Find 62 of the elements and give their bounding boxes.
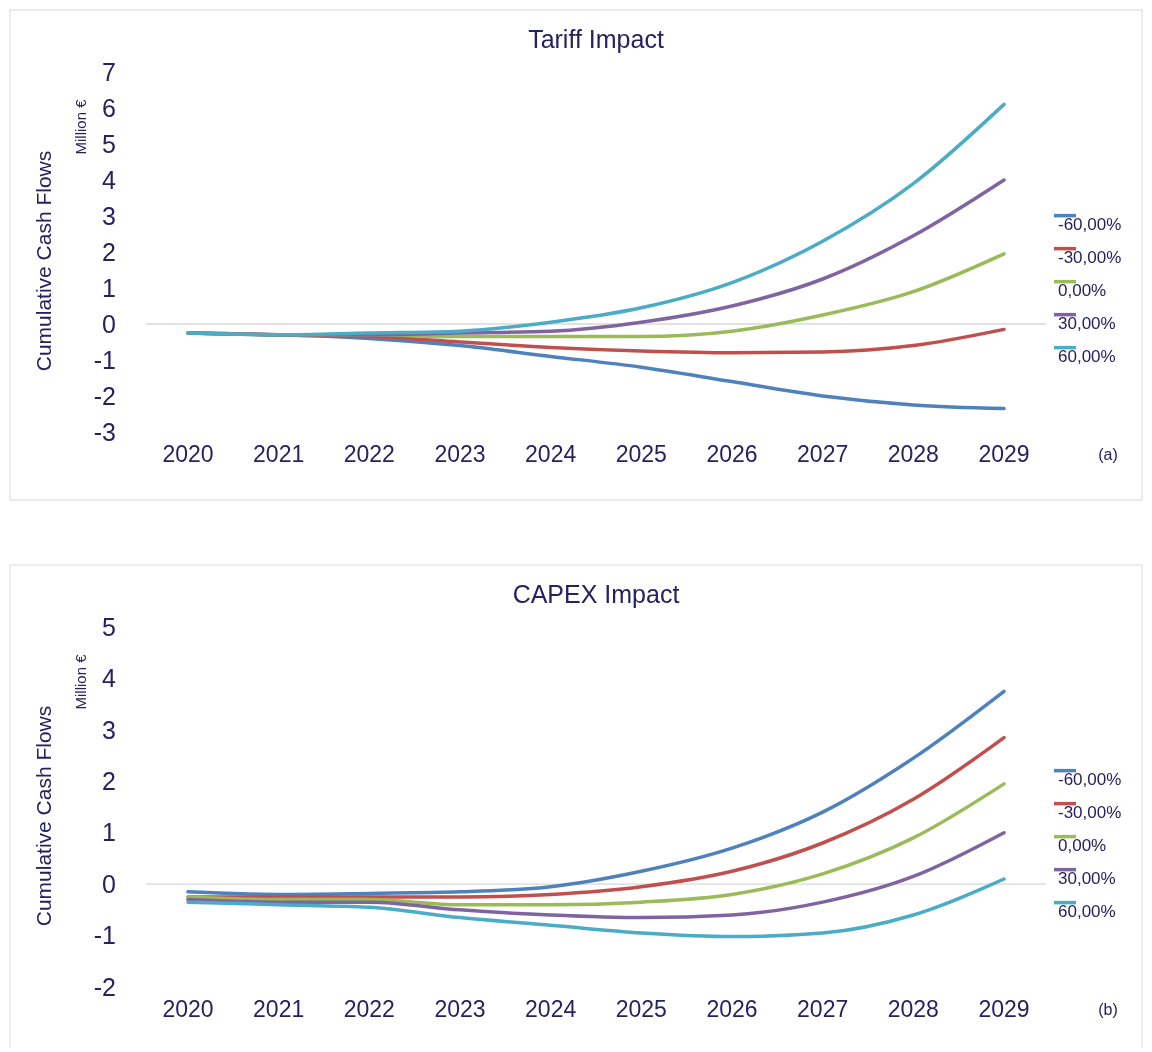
chart-title: CAPEX Impact: [512, 580, 680, 608]
x-tick-label: 2020: [162, 441, 214, 467]
line-series: [186, 782, 1006, 907]
y-tick-label: 2: [102, 237, 116, 266]
y-tick-label: -1: [93, 921, 116, 950]
y-axis-title: Cumulative Cash Flows: [32, 150, 55, 372]
x-tick-label: 2028: [887, 996, 939, 1022]
y-tick-label: -3: [93, 417, 116, 446]
legend-label: -60,00%: [1058, 769, 1122, 789]
x-tick-label: 2027: [797, 996, 849, 1022]
x-tick-label: 2026: [706, 441, 758, 467]
legend-label: 30,00%: [1058, 868, 1116, 888]
y-tick-label: 4: [102, 664, 117, 693]
x-tick-label: 2022: [343, 996, 395, 1022]
x-tick-label: 2029: [978, 996, 1030, 1022]
line-series: [186, 689, 1006, 897]
x-tick-label: 2021: [253, 441, 305, 467]
y-tick-label: 2: [102, 767, 116, 796]
chart-title: Tariff Impact: [528, 25, 664, 53]
legend-label: -60,00%: [1058, 214, 1122, 234]
legend-label: 60,00%: [1058, 901, 1116, 921]
y-tick-label: -2: [93, 972, 116, 1001]
x-tick-label: 2023: [434, 996, 486, 1022]
y-tick-label: 6: [102, 93, 116, 122]
legend-label: 30,00%: [1058, 313, 1116, 333]
line-series: [186, 102, 1006, 337]
x-tick-label: 2020: [162, 996, 214, 1022]
x-tick-label: 2027: [797, 441, 849, 467]
text: Million €: [72, 653, 89, 710]
legend-label: 0,00%: [1058, 280, 1107, 300]
legend-label: -30,00%: [1058, 247, 1122, 267]
y-tick-label: 0: [102, 309, 116, 338]
line-series: [186, 877, 1006, 939]
y-tick-label: 3: [102, 715, 116, 744]
x-tick-label: 2021: [253, 996, 305, 1022]
text: (a): [1098, 446, 1118, 463]
y-axis-title: Cumulative Cash Flows: [32, 705, 55, 927]
x-tick-label: 2023: [434, 441, 486, 467]
legend-label: -30,00%: [1058, 802, 1122, 822]
y-tick-label: 5: [102, 612, 116, 641]
x-tick-label: 2028: [887, 441, 939, 467]
y-tick-label: 1: [102, 273, 116, 302]
x-tick-label: 2022: [343, 441, 395, 467]
y-tick-label: 5: [102, 129, 116, 158]
y-tick-label: 4: [102, 165, 117, 194]
y-tick-label: -2: [93, 381, 116, 410]
legend-label: 0,00%: [1058, 835, 1107, 855]
legend-label: 60,00%: [1058, 346, 1116, 366]
text: (b): [1098, 1001, 1118, 1018]
x-tick-label: 2024: [525, 996, 577, 1022]
x-tick-label: 2025: [615, 441, 667, 467]
y-tick-label: -1: [93, 345, 116, 374]
line-series: [186, 830, 1006, 920]
x-tick-label: 2026: [706, 996, 758, 1022]
y-tick-label: 7: [102, 57, 116, 86]
y-tick-label: 3: [102, 201, 116, 230]
x-tick-label: 2025: [615, 996, 667, 1022]
x-tick-label: 2029: [978, 441, 1030, 467]
y-tick-label: 0: [102, 869, 116, 898]
y-tick-label: 1: [102, 818, 116, 847]
text: Million €: [72, 98, 89, 155]
x-tick-label: 2024: [525, 441, 577, 467]
